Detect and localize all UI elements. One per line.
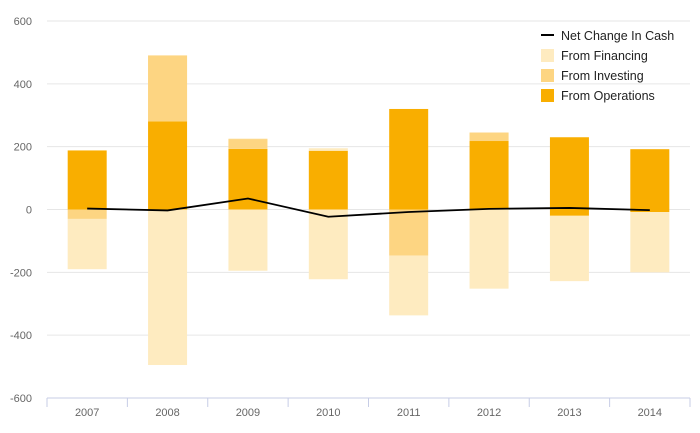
x-tick-label: 2011 (397, 407, 421, 419)
bar-financing (67, 218, 107, 270)
bar-operations (67, 150, 107, 210)
legend-swatch (541, 69, 554, 82)
y-tick-label: 600 (14, 16, 32, 28)
y-tick-label: -400 (10, 330, 32, 342)
bar-financing (549, 215, 589, 282)
bar-financing (308, 148, 348, 151)
y-tick-label: -200 (10, 267, 32, 279)
x-tick-label: 2009 (236, 407, 260, 419)
net-change-line (87, 197, 650, 218)
bar-operations (148, 121, 188, 210)
y-tick-label: 0 (26, 205, 32, 217)
net-change-line-group (87, 197, 650, 218)
bar-investing (389, 209, 429, 256)
bar-operations (469, 141, 509, 210)
bar-operations-negative (630, 209, 670, 213)
x-tick-label: 2014 (638, 407, 662, 419)
legend: Net Change In Cash From Financing From Inv… (541, 29, 674, 103)
x-tick-label: 2008 (155, 407, 179, 419)
y-tick-label: 400 (14, 79, 32, 91)
bar-operations (549, 137, 589, 210)
legend-label: Net Change In Cash (561, 29, 674, 43)
y-tick-label: -600 (10, 393, 32, 405)
bar-investing (148, 55, 188, 122)
x-tick-label: 2010 (316, 407, 340, 419)
x-tick-label: 2013 (557, 407, 581, 419)
bar-financing (228, 209, 268, 271)
legend-label: From Investing (561, 69, 644, 83)
x-tick-label: 2007 (75, 407, 99, 419)
bar-operations-negative (549, 209, 589, 216)
legend-label: From Financing (561, 49, 648, 63)
x-axis: 2007 2008 2009 2010 2011 2012 2013 2014 (46, 397, 691, 419)
bar-financing (389, 255, 429, 316)
bar-operations (389, 108, 429, 210)
bar-investing (469, 132, 509, 142)
bars (67, 55, 670, 366)
bar-operations (630, 149, 670, 210)
y-axis-labels: 600 400 200 0 -200 -400 -600 (10, 16, 32, 405)
bar-financing (630, 212, 670, 273)
legend-swatch (541, 89, 554, 102)
bar-financing (469, 209, 509, 289)
y-tick-label: 200 (14, 142, 32, 154)
bar-investing (67, 209, 107, 219)
legend-swatch (541, 49, 554, 62)
legend-label: From Operations (561, 89, 655, 103)
bar-financing (148, 209, 188, 366)
bar-investing (228, 139, 268, 149)
x-tick-label: 2012 (477, 407, 501, 419)
bar-operations (308, 150, 348, 210)
bar-financing (308, 209, 348, 280)
